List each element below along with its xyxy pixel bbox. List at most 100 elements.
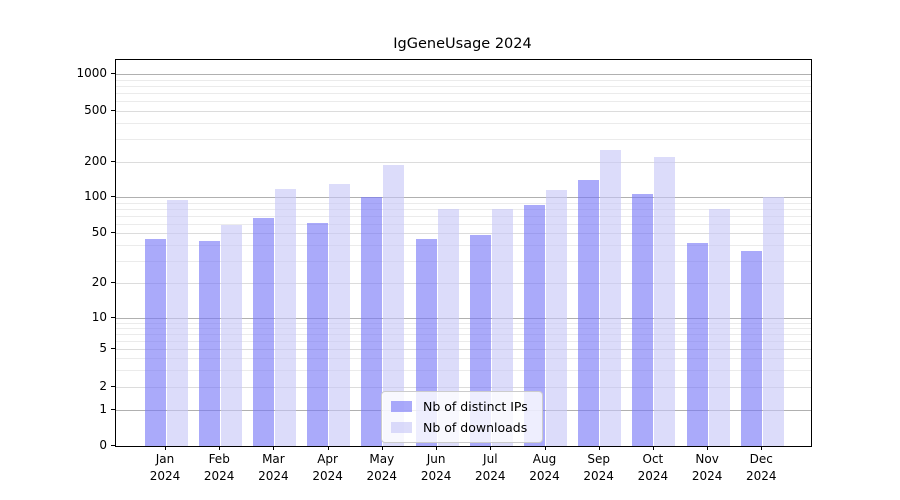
x-tick-label: Apr 2024 <box>312 452 343 483</box>
bar-downloads-jun <box>437 209 459 446</box>
y-tick-label: 5 <box>99 341 107 355</box>
bar-downloads-nov <box>708 208 730 446</box>
bar-distinct-ips-feb <box>198 241 220 446</box>
minor-gridline <box>116 370 811 372</box>
plot-area <box>115 59 812 447</box>
minor-gridline <box>116 340 811 342</box>
y-tick-mark <box>111 73 115 74</box>
x-tick-mark <box>219 446 221 450</box>
minor-gridline <box>116 101 811 103</box>
x-tick-mark <box>490 446 492 450</box>
labeled-gridline <box>116 283 811 284</box>
minor-gridline <box>116 223 811 225</box>
bar-downloads-dec <box>762 196 784 446</box>
minor-gridline <box>116 123 811 125</box>
minor-gridline <box>116 260 811 262</box>
y-tick-mark <box>111 161 115 162</box>
bar-downloads-may <box>383 164 405 446</box>
x-tick-mark <box>544 446 546 450</box>
bar-downloads-jan <box>166 199 188 446</box>
minor-gridline <box>116 139 811 141</box>
major-gridline <box>116 197 811 198</box>
x-tick-label: Nov 2024 <box>691 452 723 483</box>
legend-swatch-distinct-ips-icon <box>391 401 412 412</box>
bar-downloads-oct <box>654 157 676 446</box>
y-tick-mark <box>111 196 115 197</box>
bar-downloads-apr <box>329 184 351 446</box>
legend-item-downloads: Nb of downloads <box>391 420 528 435</box>
x-tick-mark <box>761 446 763 450</box>
y-tick-label: 1 <box>99 402 107 416</box>
minor-gridline <box>116 85 811 87</box>
x-tick-label: May 2024 <box>366 452 398 483</box>
minor-gridline <box>116 334 811 335</box>
minor-gridline <box>116 358 811 360</box>
x-tick-mark <box>327 446 329 450</box>
minor-gridline <box>116 215 811 217</box>
minor-gridline <box>116 93 811 94</box>
x-tick-mark <box>381 446 383 450</box>
x-tick-mark <box>652 446 654 450</box>
x-tick-label: Jul 2024 <box>475 452 506 483</box>
x-tick-label: Sep 2024 <box>583 452 614 483</box>
bar-distinct-ips-apr <box>307 222 329 446</box>
bar-downloads-jul <box>491 209 513 446</box>
y-tick-label: 10 <box>91 310 107 324</box>
y-tick-mark <box>111 232 115 233</box>
x-tick-label: Mar 2024 <box>258 452 289 483</box>
y-tick-mark <box>111 409 115 410</box>
legend-item-distinct-ips: Nb of distinct IPs <box>391 399 528 414</box>
bar-distinct-ips-jan <box>144 238 166 446</box>
y-tick-label: 500 <box>84 103 107 117</box>
y-tick-label: 0 <box>99 438 107 452</box>
labeled-gridline <box>116 162 811 163</box>
major-gridline <box>116 74 811 75</box>
labeled-gridline <box>116 349 811 350</box>
bar-downloads-feb <box>220 225 242 446</box>
y-tick-label: 200 <box>84 154 107 168</box>
y-tick-mark <box>111 445 115 446</box>
legend-label: Nb of downloads <box>423 420 528 435</box>
minor-gridline <box>116 79 811 81</box>
y-tick-mark <box>111 317 115 318</box>
labeled-gridline <box>116 387 811 388</box>
y-tick-label: 100 <box>84 189 107 203</box>
x-tick-label: Oct 2024 <box>637 452 669 483</box>
bar-distinct-ips-nov <box>686 242 708 446</box>
minor-gridline <box>116 202 811 204</box>
x-tick-label: Dec 2024 <box>746 452 777 483</box>
y-tick-mark <box>111 282 115 283</box>
bar-distinct-ips-dec <box>740 250 762 446</box>
legend-swatch-downloads-icon <box>391 422 412 433</box>
bar-distinct-ips-aug <box>524 205 545 446</box>
bar-distinct-ips-mar <box>252 217 274 446</box>
x-tick-mark <box>273 446 275 450</box>
x-tick-mark <box>707 446 709 450</box>
major-gridline <box>116 318 811 319</box>
labeled-gridline <box>116 233 811 234</box>
bar-distinct-ips-may <box>361 197 383 446</box>
minor-gridline <box>116 245 811 247</box>
x-tick-label: Jun 2024 <box>420 452 452 483</box>
x-tick-label: Feb 2024 <box>203 452 235 483</box>
bar-downloads-mar <box>274 188 296 446</box>
minor-gridline <box>116 322 811 324</box>
y-tick-label: 1000 <box>76 66 107 80</box>
minor-gridline <box>116 328 811 329</box>
legend: Nb of distinct IPs Nb of downloads <box>381 391 543 443</box>
labeled-gridline <box>116 111 811 112</box>
bar-distinct-ips-oct <box>632 194 654 446</box>
x-tick-label: Jan 2024 <box>149 452 181 483</box>
bar-downloads-aug <box>546 189 567 446</box>
x-tick-mark <box>436 446 438 450</box>
y-tick-label: 50 <box>91 225 107 239</box>
y-tick-mark <box>111 386 115 387</box>
x-tick-mark <box>598 446 600 450</box>
chart-title: IgGeneUsage 2024 <box>393 36 532 52</box>
bar-downloads-sep <box>600 149 622 446</box>
bar-distinct-ips-sep <box>578 180 600 446</box>
y-tick-mark <box>111 110 115 111</box>
y-tick-mark <box>111 348 115 349</box>
minor-gridline <box>116 208 811 210</box>
